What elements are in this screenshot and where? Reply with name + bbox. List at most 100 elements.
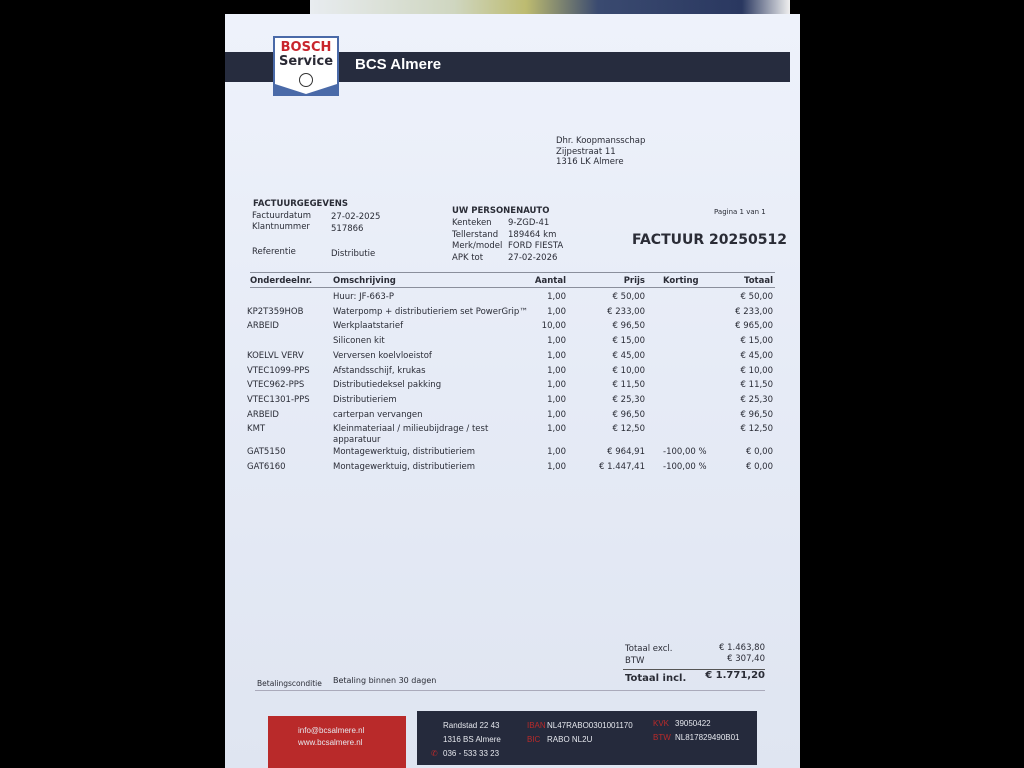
line-total: € 96,50: [740, 410, 773, 420]
line-total: € 45,00: [740, 351, 773, 361]
price: € 964,91: [607, 447, 645, 457]
price: € 96,50: [612, 410, 645, 420]
recipient-city: 1316 LK Almere: [556, 157, 624, 167]
description: Montagewerktuig, distributieriem: [333, 447, 476, 457]
bic-label: BIC: [527, 735, 541, 744]
description: Waterpomp + distributieriem set PowerGri…: [333, 307, 528, 317]
line-total: € 233,00: [735, 307, 773, 317]
footer-contact-block: info@bcsalmere.nl www.bcsalmere.nl: [268, 716, 406, 768]
quantity: 1,00: [547, 462, 566, 472]
line-total: € 965,00: [735, 321, 773, 331]
btw-label: BTW: [653, 733, 671, 742]
total-incl-value: € 1.771,20: [705, 670, 765, 681]
part-number: VTEC1301-PPS: [247, 395, 310, 405]
header-discount: Korting: [663, 276, 699, 286]
quantity: 1,00: [547, 292, 566, 302]
quantity: 1,00: [547, 366, 566, 376]
price: € 50,00: [612, 292, 645, 302]
btw-value: NL817829490B01: [675, 733, 740, 742]
table-row: VTEC1301-PPS Distributieriem 1,00 € 25,30 € …: [225, 395, 785, 407]
description: Werkplaatstarief: [333, 321, 404, 331]
company-name: BCS Almere: [355, 56, 442, 73]
table-row: KOELVL VERV Verversen koelvloeistof 1,00 € …: [225, 351, 785, 363]
detail-value: Distributie: [331, 249, 376, 259]
footer-city: 1316 BS Almere: [443, 735, 501, 744]
price: € 10,00: [612, 366, 645, 376]
part-number: VTEC1099-PPS: [247, 366, 310, 376]
description-continued: apparatuur: [333, 435, 381, 445]
detail-label: Factuurdatum: [252, 211, 312, 221]
footer-email[interactable]: info@bcsalmere.nl: [298, 726, 365, 735]
logo-text-bosch: BOSCH: [280, 40, 332, 55]
bosch-service-logo: BOSCH Service: [273, 36, 339, 96]
table-row: GAT6160 Montagewerktuig, distributieriem 1…: [225, 462, 785, 474]
total-excl-label: Totaal excl.: [625, 644, 673, 654]
quantity: 1,00: [547, 351, 566, 361]
quantity: 1,00: [547, 447, 566, 457]
footer-website[interactable]: www.bcsalmere.nl: [298, 738, 363, 747]
table-row: VTEC1099-PPS Afstandsschijf, krukas 1,00 € …: [225, 366, 785, 378]
line-total: € 0,00: [745, 447, 773, 457]
payment-label: Betalingsconditie: [257, 679, 322, 688]
quantity: 1,00: [547, 424, 566, 434]
vehicle-value: 9-ZGD-41: [508, 218, 550, 228]
vehicle-value: 27-02-2026: [508, 252, 558, 263]
table-row: Huur: JF-663-P 1,00 € 50,00 € 50,00: [225, 292, 785, 304]
description: Huur: JF-663-P: [333, 292, 394, 302]
price: € 45,00: [612, 351, 645, 361]
part-number: ARBEID: [247, 410, 279, 420]
line-total: € 0,00: [745, 462, 773, 472]
detail-value: 517866: [331, 224, 364, 234]
header-total: Totaal: [744, 276, 773, 286]
description: Distributieriem: [333, 395, 397, 405]
line-total: € 11,50: [740, 380, 773, 390]
description: Montagewerktuig, distributieriem: [333, 462, 476, 472]
part-number: GAT6160: [247, 462, 286, 472]
vehicle-value: FORD FIESTA: [508, 241, 564, 251]
description: Afstandsschijf, krukas: [333, 366, 426, 376]
iban-label: IBAN: [527, 721, 546, 730]
iban-value: NL47RABO0301001170: [547, 721, 633, 730]
vat-label: BTW: [625, 656, 645, 666]
detail-label: Klantnummer: [252, 222, 310, 232]
page-indicator: Pagina 1 van 1: [714, 208, 766, 216]
invoice-title: FACTUUR 20250512: [632, 232, 787, 248]
line-total: € 25,30: [740, 395, 773, 405]
table-row: KMT Kleinmateriaal / milieubijdrage / tes…: [225, 424, 785, 445]
recipient-name: Dhr. Koopmansschap: [556, 136, 646, 146]
description: Siliconen kit: [333, 336, 385, 346]
invoice-paper: BOSCH Service BCS Almere Dhr. Koopmanssc…: [225, 14, 800, 768]
invoice-details-heading: FACTUURGEGEVENS: [253, 199, 348, 209]
description: Distributiedeksel pakking: [333, 380, 442, 390]
quantity: 1,00: [547, 395, 566, 405]
footer-street: Randstad 22 43: [443, 721, 500, 730]
quantity: 10,00: [541, 321, 566, 331]
discount: -100,00 %: [663, 447, 707, 457]
price: € 25,30: [612, 395, 645, 405]
header-description: Omschrijving: [333, 276, 396, 286]
description: Verversen koelvloeistof: [333, 351, 432, 361]
part-number: KMT: [247, 424, 266, 434]
part-number: ARBEID: [247, 321, 279, 331]
detail-value: 27-02-2025: [331, 212, 381, 222]
price: € 11,50: [612, 380, 645, 390]
phone-icon: ✆: [431, 749, 438, 758]
description: Kleinmateriaal / milieubijdrage / test: [333, 424, 489, 434]
vehicle-label: Tellerstand: [452, 229, 499, 240]
recipient-street: Zijpestraat 11: [556, 147, 616, 157]
total-incl-label: Totaal incl.: [625, 673, 687, 684]
table-row: KP2T359HOB Waterpomp + distributieriem se…: [225, 307, 785, 319]
logo-text-service: Service: [278, 54, 334, 69]
price: € 96,50: [612, 321, 645, 331]
table-row: GAT5150 Montagewerktuig, distributieriem 1…: [225, 447, 785, 459]
part-number: KP2T359HOB: [247, 307, 304, 317]
description: carterpan vervangen: [333, 410, 423, 420]
part-number: KOELVL VERV: [247, 351, 304, 361]
footer-address-block: Randstad 22 43 1316 BS Almere ✆ 036 - 53…: [417, 711, 757, 765]
line-total: € 12,50: [740, 424, 773, 434]
quantity: 1,00: [547, 410, 566, 420]
detail-label: Referentie: [252, 247, 296, 257]
table-row: ARBEID carterpan vervangen 1,00 € 96,50 € 96…: [225, 410, 785, 422]
discount: -100,00 %: [663, 462, 707, 472]
vehicle-label: Kenteken: [452, 218, 492, 228]
